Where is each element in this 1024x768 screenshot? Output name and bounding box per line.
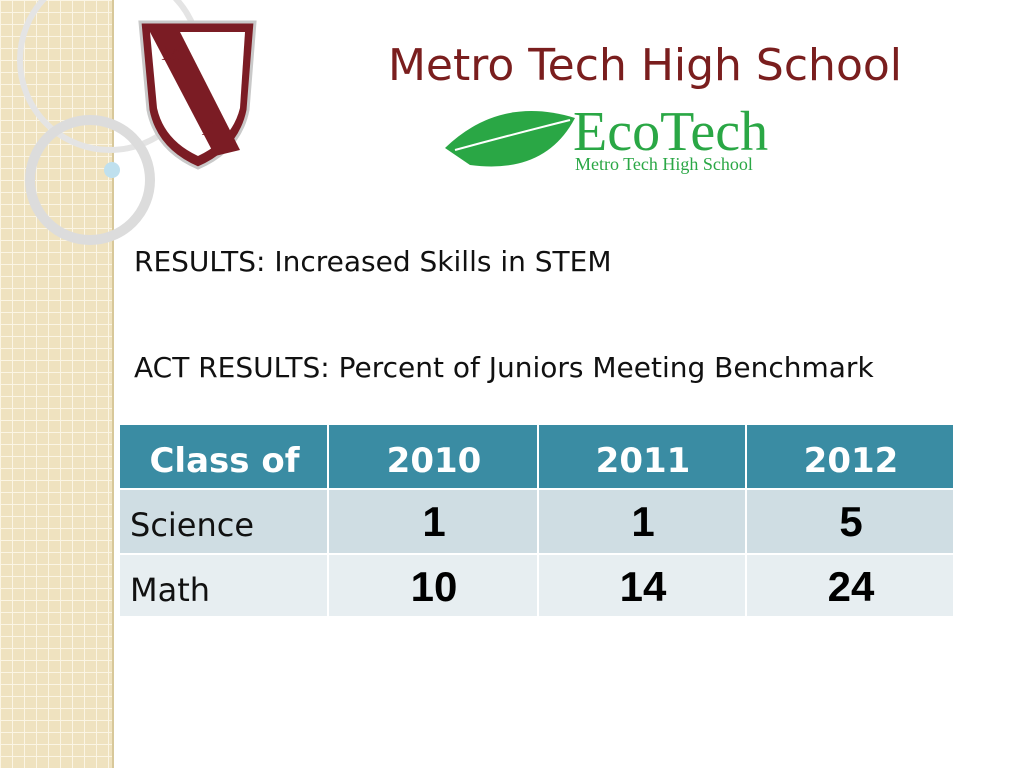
header-cell — [329, 425, 537, 488]
side-strip — [0, 0, 113, 768]
header-cell — [539, 425, 745, 488]
header-text: 2012 — [804, 441, 899, 481]
deco-circle — [25, 115, 155, 245]
table: Class of 2010 2011 2012 Science 1 1 5 Math 10 14 24 — [120, 425, 953, 616]
cell — [329, 555, 537, 616]
cell — [120, 555, 327, 616]
cell — [120, 490, 327, 553]
cell — [747, 555, 953, 616]
title: Metro Tech High School — [388, 40, 902, 91]
cell — [539, 555, 745, 616]
logo-name: EcoTech — [573, 101, 768, 163]
cell-value: 1 — [422, 498, 445, 545]
logo-tagline: Metro Tech High School — [575, 154, 753, 174]
header-text: Class of — [149, 441, 300, 481]
cell — [539, 490, 745, 553]
shield-letter: M — [161, 40, 182, 65]
shield-logo: M T — [138, 20, 257, 170]
shield-letter: T — [200, 115, 214, 140]
cell — [747, 490, 953, 553]
cell — [329, 490, 537, 553]
row-label: Science — [130, 506, 254, 544]
header-cell — [120, 425, 327, 488]
row-label: Math — [130, 571, 210, 609]
body-line: ACT RESULTS: Percent of Juniors Meeting … — [134, 351, 874, 384]
cell-value: 1 — [631, 498, 654, 545]
deco-dot — [104, 162, 120, 178]
body-line: RESULTS: Increased Skills in STEM — [134, 245, 612, 278]
cell-value: 14 — [620, 563, 667, 610]
cell-value: 10 — [411, 563, 458, 610]
header-cell — [747, 425, 953, 488]
cell-value: 5 — [839, 498, 862, 545]
header-text: 2011 — [596, 441, 691, 481]
leaf-logo — [445, 111, 575, 167]
cell-value: 24 — [828, 563, 875, 610]
header-text: 2010 — [387, 441, 482, 481]
